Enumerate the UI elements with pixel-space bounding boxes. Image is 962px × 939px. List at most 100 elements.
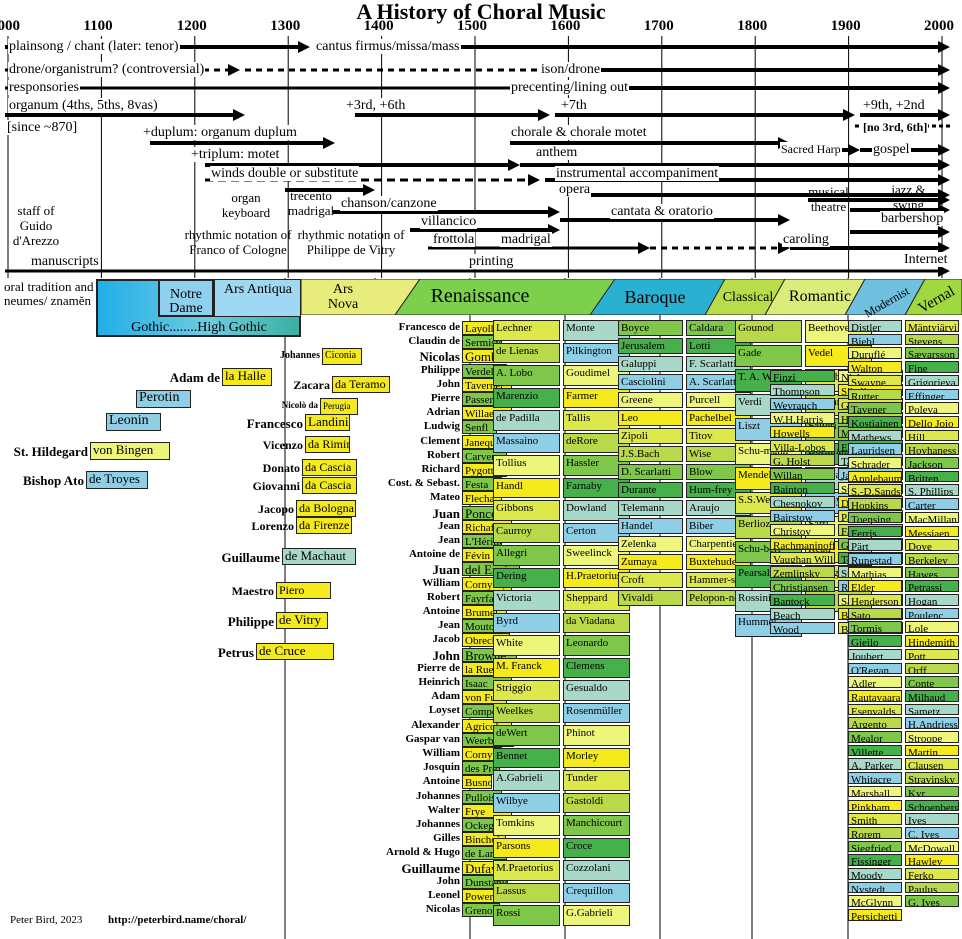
era-oral-tradition: oral tradition and neumes/ znamĕn — [4, 279, 94, 308]
name-modern-29: Argento — [848, 717, 902, 729]
name-mid-2: A. Lobo — [493, 365, 560, 386]
arrow-label-2: drone/organistrum? (controversial) — [8, 62, 206, 77]
name-modern-48: Grigorjeva — [905, 374, 959, 387]
composer-first-42: Pierre de — [417, 662, 460, 674]
name-romantic-18: Wood — [770, 622, 835, 634]
composer-first-23: Pierre — [430, 392, 460, 404]
name-modern-7: Kostiainen — [848, 415, 902, 428]
arrow-label-27: cantata & oratorio — [610, 204, 714, 219]
composer-49: des Prez — [462, 761, 500, 775]
composer-first-15: Maestro — [231, 584, 274, 598]
name-modern-78: Kyr — [905, 785, 959, 798]
name-mid-51: Clemens — [563, 657, 630, 678]
arrow-26-head — [938, 226, 950, 238]
name-mid-16: Striggio — [493, 680, 560, 701]
arrow-1-head — [938, 41, 950, 53]
arrow-9-head — [938, 109, 950, 121]
name-baroque-15: Vivaldi — [618, 590, 683, 606]
name-modern-32: A. Parker — [848, 758, 902, 771]
composer-8: Landini — [305, 414, 350, 431]
arrow-0-head — [298, 41, 310, 53]
arrow-label-24: musical theatre — [808, 184, 849, 214]
name-modern-21: Sato — [848, 607, 902, 620]
composer-first-18: Francesco de — [398, 321, 460, 333]
arrow-33-head — [778, 242, 790, 254]
year-label-1600: 1600 — [550, 18, 581, 34]
name-modern-15: Ferris — [848, 525, 902, 538]
name-modern-22: Tormis — [848, 621, 902, 634]
composer-10: da Cascia — [302, 459, 357, 476]
composer-14: de Machaut — [282, 548, 356, 565]
composer-5: Ciconia — [322, 348, 362, 365]
name-modern-11: Applebaum — [848, 470, 902, 483]
name-modern-12: S.-D.Sandström — [848, 484, 902, 497]
arrow-label-18: winds double or substitute — [210, 166, 360, 181]
composer-first-43: Heinrich — [418, 676, 460, 688]
name-mid-18: deWert — [493, 725, 560, 746]
name-baroque-0: Boyce — [618, 320, 683, 336]
name-mid-4: de Padilla — [493, 410, 560, 431]
arrow-label-17: anthem — [535, 145, 579, 160]
name-modern-82: McDowall — [905, 840, 959, 853]
name-modern-25: O'Regan — [848, 662, 902, 675]
name-romantic-15: Christiansen — [770, 580, 835, 592]
name-mid-38: Goudimel — [563, 365, 630, 386]
composer-first-19: Claudin de — [408, 335, 460, 347]
name-modern-81: C. Ives — [905, 826, 959, 839]
arrow-label-8: +7th — [560, 98, 588, 113]
name-baroque-22: Titov — [686, 428, 751, 444]
arrow-label-6: organum (4ths, 5ths, 8vas) — [8, 98, 159, 113]
composer-first-59: Nicolas — [425, 903, 460, 915]
arrow-14-head — [848, 144, 860, 156]
composer-first-49: Josquin — [423, 761, 460, 773]
name-modern-6: Tavener — [848, 402, 902, 414]
composer-first-3: St. Hildegard — [13, 444, 88, 459]
arrow-label-1: cantus firmus/missa/mass — [315, 39, 461, 54]
arrow-6-head — [233, 109, 245, 121]
arrow-12-head — [323, 137, 335, 149]
era-romantic: Romantic — [788, 288, 852, 305]
composer-first-48: William — [422, 747, 460, 759]
name-modern-70: Conte — [905, 676, 959, 688]
name-modern-54: Jackson — [905, 457, 959, 469]
composer-first-44: Adam — [431, 690, 460, 702]
arrow-label-3: ison/drone — [540, 62, 602, 77]
name-mid-60: Cozzolani — [563, 860, 630, 881]
name-modern-35: Pinkham — [848, 799, 902, 812]
composer-first-31: Juan — [432, 506, 460, 521]
name-modern-75: Martin — [905, 744, 959, 757]
name-modern-16: Pärt — [848, 539, 902, 551]
name-modern-58: MacMillan — [905, 511, 959, 524]
composer-first-28: Richard — [421, 463, 461, 475]
name-modern-17: Runestad — [848, 552, 902, 565]
name-mid-7: Handl — [493, 477, 560, 498]
arrow-label-12: +duplum: organum duplum — [142, 125, 298, 140]
arrow-21-head — [363, 184, 375, 196]
arrow-24-head — [938, 194, 950, 206]
arrow-label-28: villancico — [420, 214, 478, 229]
name-modern-65: Poulenc — [905, 607, 959, 620]
name-modern-9: Lauridsen — [848, 443, 902, 455]
composer-first-32: Jean — [438, 520, 460, 532]
arrow-label-34: caroling — [782, 232, 830, 247]
year-label-1900: 1900 — [830, 18, 861, 34]
name-mid-43: Farnaby — [563, 477, 630, 498]
name-modern-63: Petrassi — [905, 580, 959, 592]
composer-0: la Halle — [222, 368, 272, 386]
arrow-label-19: instrumental accompaniment — [555, 166, 720, 181]
composer-first-35: Juan — [432, 562, 460, 577]
name-modern-50: Poleva — [905, 402, 959, 414]
name-romantic-16: Bantock — [770, 594, 835, 606]
composer-3: von Bingen — [90, 442, 170, 460]
arrow-label-14: Sacred Harp — [780, 142, 842, 157]
name-baroque-4: Greene — [618, 392, 683, 408]
name-mid-5: Massaino — [493, 432, 560, 453]
arrow-8-head — [843, 109, 855, 121]
name-baroque-8: D. Scarlatti — [618, 464, 683, 480]
page-title: A History of Choral Music — [356, 0, 606, 24]
name-mid-50: Leonardo — [563, 635, 630, 656]
source-url[interactable]: http://peterbird.name/choral/ — [108, 914, 247, 926]
name-baroque-9: Durante — [618, 482, 683, 498]
name-modern-47: Fine — [905, 361, 959, 373]
